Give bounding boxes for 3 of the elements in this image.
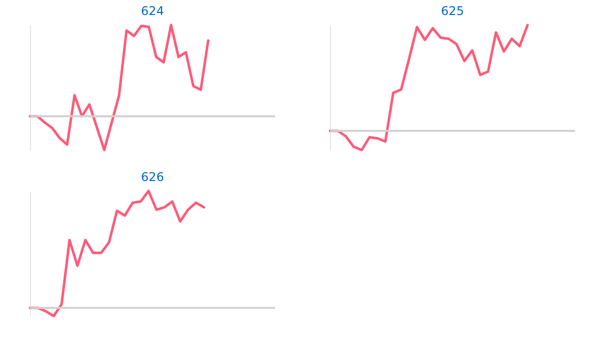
chart-title: 626 [141, 170, 164, 184]
chart-title: 624 [141, 4, 164, 18]
chart-title: 625 [441, 4, 464, 18]
